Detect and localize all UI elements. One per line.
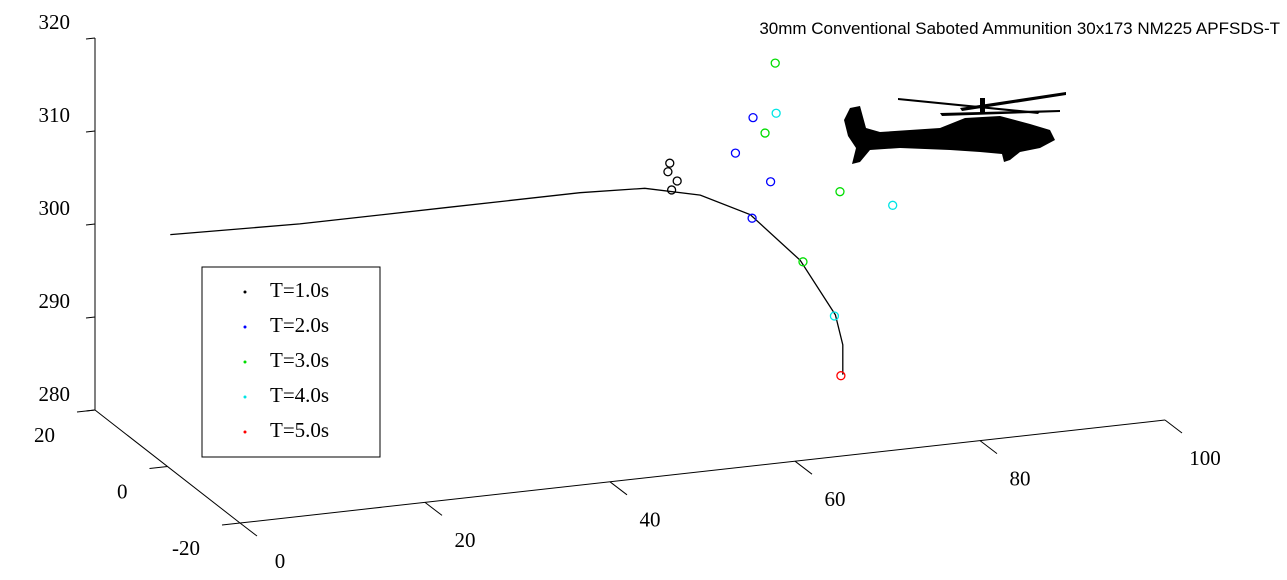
- z-tick-label: 310: [39, 103, 71, 127]
- legend: T=1.0s T=2.0s T=3.0s T=4.0s T=5.0s: [201, 266, 381, 458]
- mast: [980, 98, 985, 114]
- y-tick-label: 20: [34, 423, 55, 447]
- marker: [770, 58, 780, 68]
- axes: 0 20 40 60 80 100 -20 0 20 280 290 300 310 320: [34, 10, 1221, 573]
- rotor: [960, 92, 1066, 111]
- marker: [829, 311, 840, 321]
- x-tick: [794, 460, 813, 475]
- legend-marker: [243, 360, 247, 364]
- legend-marker: [243, 325, 247, 329]
- legend-box: [201, 266, 381, 458]
- legend-marker: [243, 290, 247, 294]
- z-tick-label: 320: [39, 10, 71, 34]
- y-tick: [221, 522, 241, 526]
- marker: [798, 257, 808, 267]
- x-tick: [424, 502, 443, 516]
- legend-label: T=2.0s: [270, 313, 329, 337]
- y-tick: [149, 466, 168, 469]
- z-tick: [85, 409, 96, 412]
- z-tick-label: 300: [39, 196, 71, 220]
- rotor: [898, 98, 1040, 114]
- helicopter: [844, 92, 1066, 164]
- x-tick-label: 100: [1189, 446, 1221, 470]
- fuselage: [844, 106, 1055, 164]
- x-tick-label: 20: [455, 528, 476, 552]
- z-tick: [85, 130, 96, 133]
- marker: [760, 128, 770, 138]
- marker: [888, 200, 898, 210]
- x-tick-label: 80: [1010, 466, 1031, 490]
- marker: [771, 108, 781, 118]
- x-tick: [1164, 419, 1183, 434]
- y-tick-label: 0: [117, 479, 128, 503]
- legend-label: T=1.0s: [270, 278, 329, 302]
- z-tick: [85, 37, 96, 40]
- x-tick-label: 0: [275, 549, 286, 573]
- x-axis: [239, 419, 1166, 524]
- chart-title: 30mm Conventional Saboted Ammunition 30x…: [759, 19, 1280, 38]
- rotor: [940, 110, 1060, 116]
- marker: [747, 213, 757, 223]
- legend-entries: T=1.0s T=2.0s T=3.0s T=4.0s T=5.0s: [243, 278, 329, 442]
- z-tick: [85, 316, 96, 319]
- marker: [663, 167, 673, 177]
- marker: [748, 113, 758, 123]
- trajectory: [170, 187, 844, 375]
- legend-label: T=5.0s: [270, 418, 329, 442]
- marker: [836, 371, 846, 381]
- marker: [835, 187, 845, 197]
- z-tick-label: 280: [39, 382, 71, 406]
- z-tick-label: 290: [39, 289, 71, 313]
- x-tick: [979, 440, 998, 454]
- marker: [666, 185, 677, 195]
- x-tick-label: 60: [825, 487, 846, 511]
- legend-marker: [243, 430, 247, 434]
- legend-label: T=4.0s: [270, 383, 329, 407]
- x-tick: [239, 522, 258, 537]
- marker: [765, 177, 776, 187]
- legend-label: T=3.0s: [270, 348, 329, 372]
- x-tick-label: 40: [640, 508, 661, 532]
- marker: [672, 176, 682, 186]
- y-tick-label: -20: [172, 536, 200, 560]
- x-tick: [609, 481, 628, 496]
- marker: [730, 148, 741, 158]
- z-tick: [85, 223, 96, 226]
- plot-area: [170, 58, 898, 381]
- marker: [665, 158, 675, 168]
- legend-marker: [243, 395, 247, 399]
